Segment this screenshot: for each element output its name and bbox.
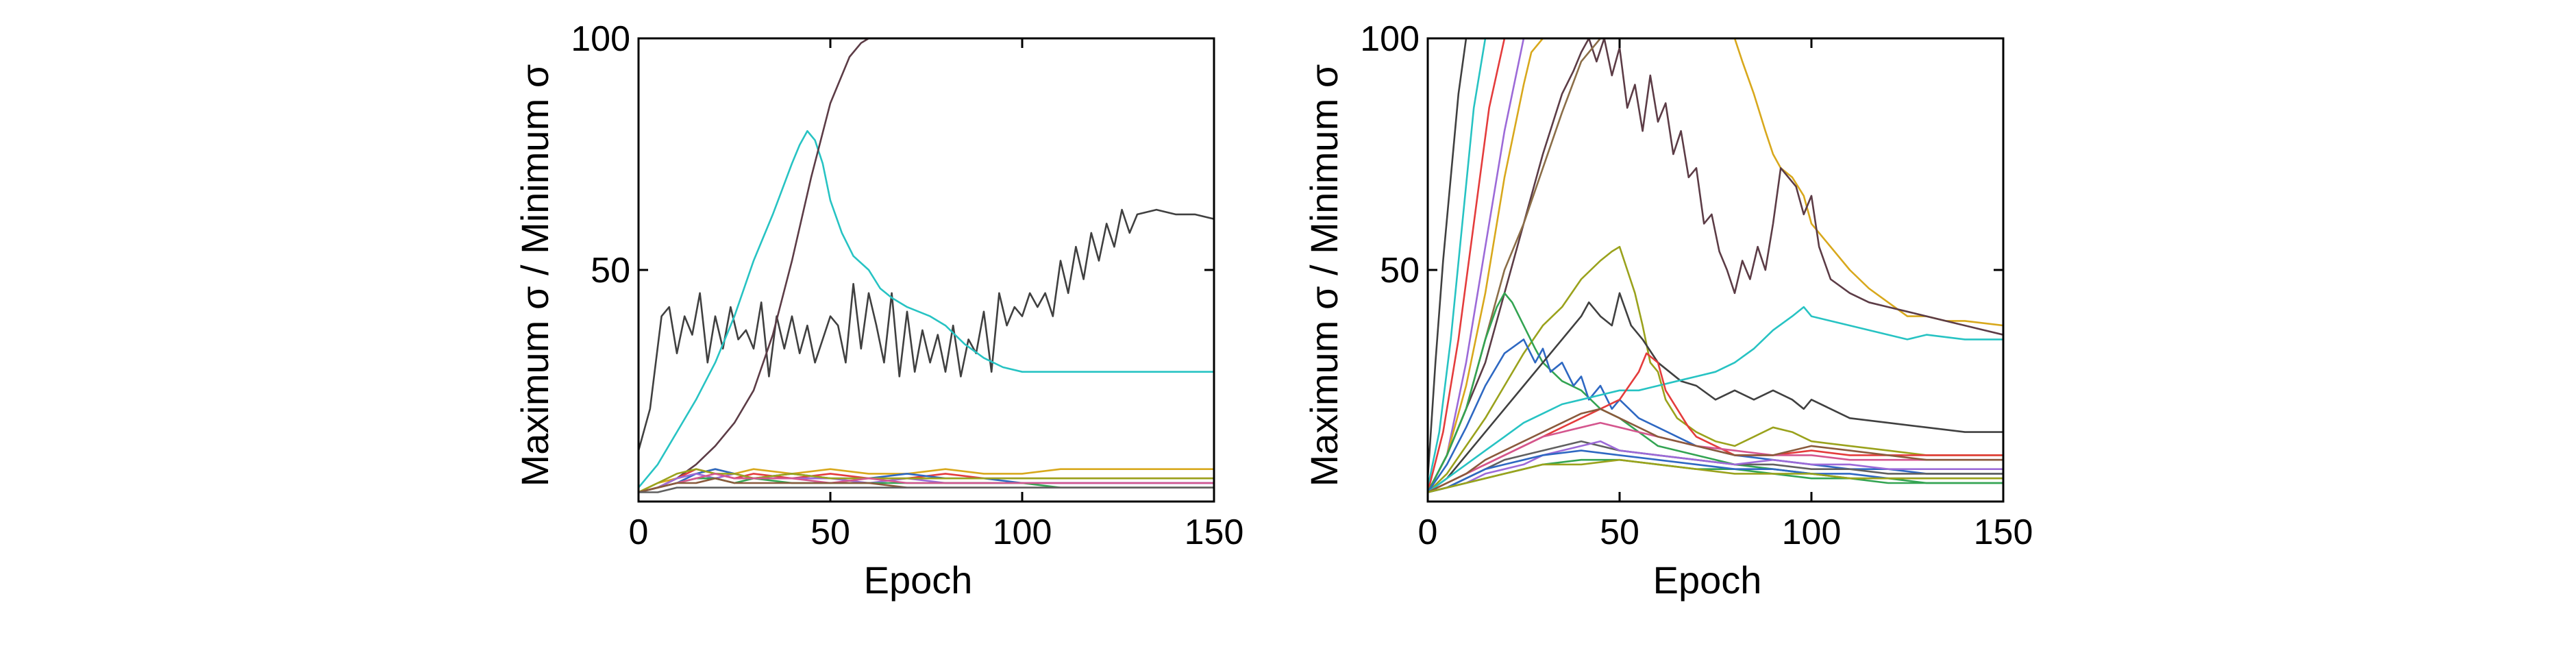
series-line-16 [1428,440,2003,493]
y-axis-label: Maximum σ / Minimum σ [1302,64,1346,487]
x-tick-label: 100 [993,512,1052,552]
series-line-4 [1428,38,2003,493]
series-line-9 [639,473,1214,493]
x-tick-label: 100 [1782,512,1842,552]
series-group [639,38,1214,493]
series-line-11 [1428,306,2003,493]
series-line-2 [639,38,870,493]
plot-frame [1426,37,2005,503]
series-line-6 [1428,38,2003,493]
series-line-14 [1428,408,2003,493]
series-line-13 [1428,421,2003,493]
x-tick-label: 50 [1600,512,1639,552]
series-line-0 [1428,38,1467,480]
series-line-11 [639,486,1214,493]
x-tick-label: 50 [810,512,850,552]
y-tick-label: 100 [571,19,630,59]
x-axis-label: Epoch [1653,558,1762,602]
chart-panel-right: Epoch Maximum σ / Minimum σ 0 50 100 150 50 1… [1302,19,2033,602]
series-line-1 [1428,38,1487,489]
y-tick-label: 50 [591,251,630,291]
series-line-10 [1428,292,2003,493]
series-line-7 [1428,245,2003,493]
x-tick-label: 150 [1974,512,2033,552]
chart-panel-left: Epoch Maximum σ / Minimum σ 0 50 100 150 50 1… [513,19,1243,602]
series-line-19 [1428,458,2003,493]
series-line-0 [639,208,1214,452]
x-tick-label: 0 [629,512,649,552]
series-line-17 [1428,458,2003,493]
series-line-1 [639,129,1214,489]
series-group [1428,38,2003,493]
y-axis-label: Maximum σ / Minimum σ [513,64,556,487]
series-line-9 [1428,338,2003,493]
x-axis-label: Epoch [864,558,973,602]
x-tick-label: 0 [1418,512,1438,552]
series-line-5 [1428,38,2003,493]
series-line-2 [1428,38,1506,493]
y-tick-label: 50 [1380,251,1420,291]
y-tick-label: 100 [1360,19,1420,59]
x-tick-label: 150 [1185,512,1244,552]
plot-frame [637,37,1215,503]
